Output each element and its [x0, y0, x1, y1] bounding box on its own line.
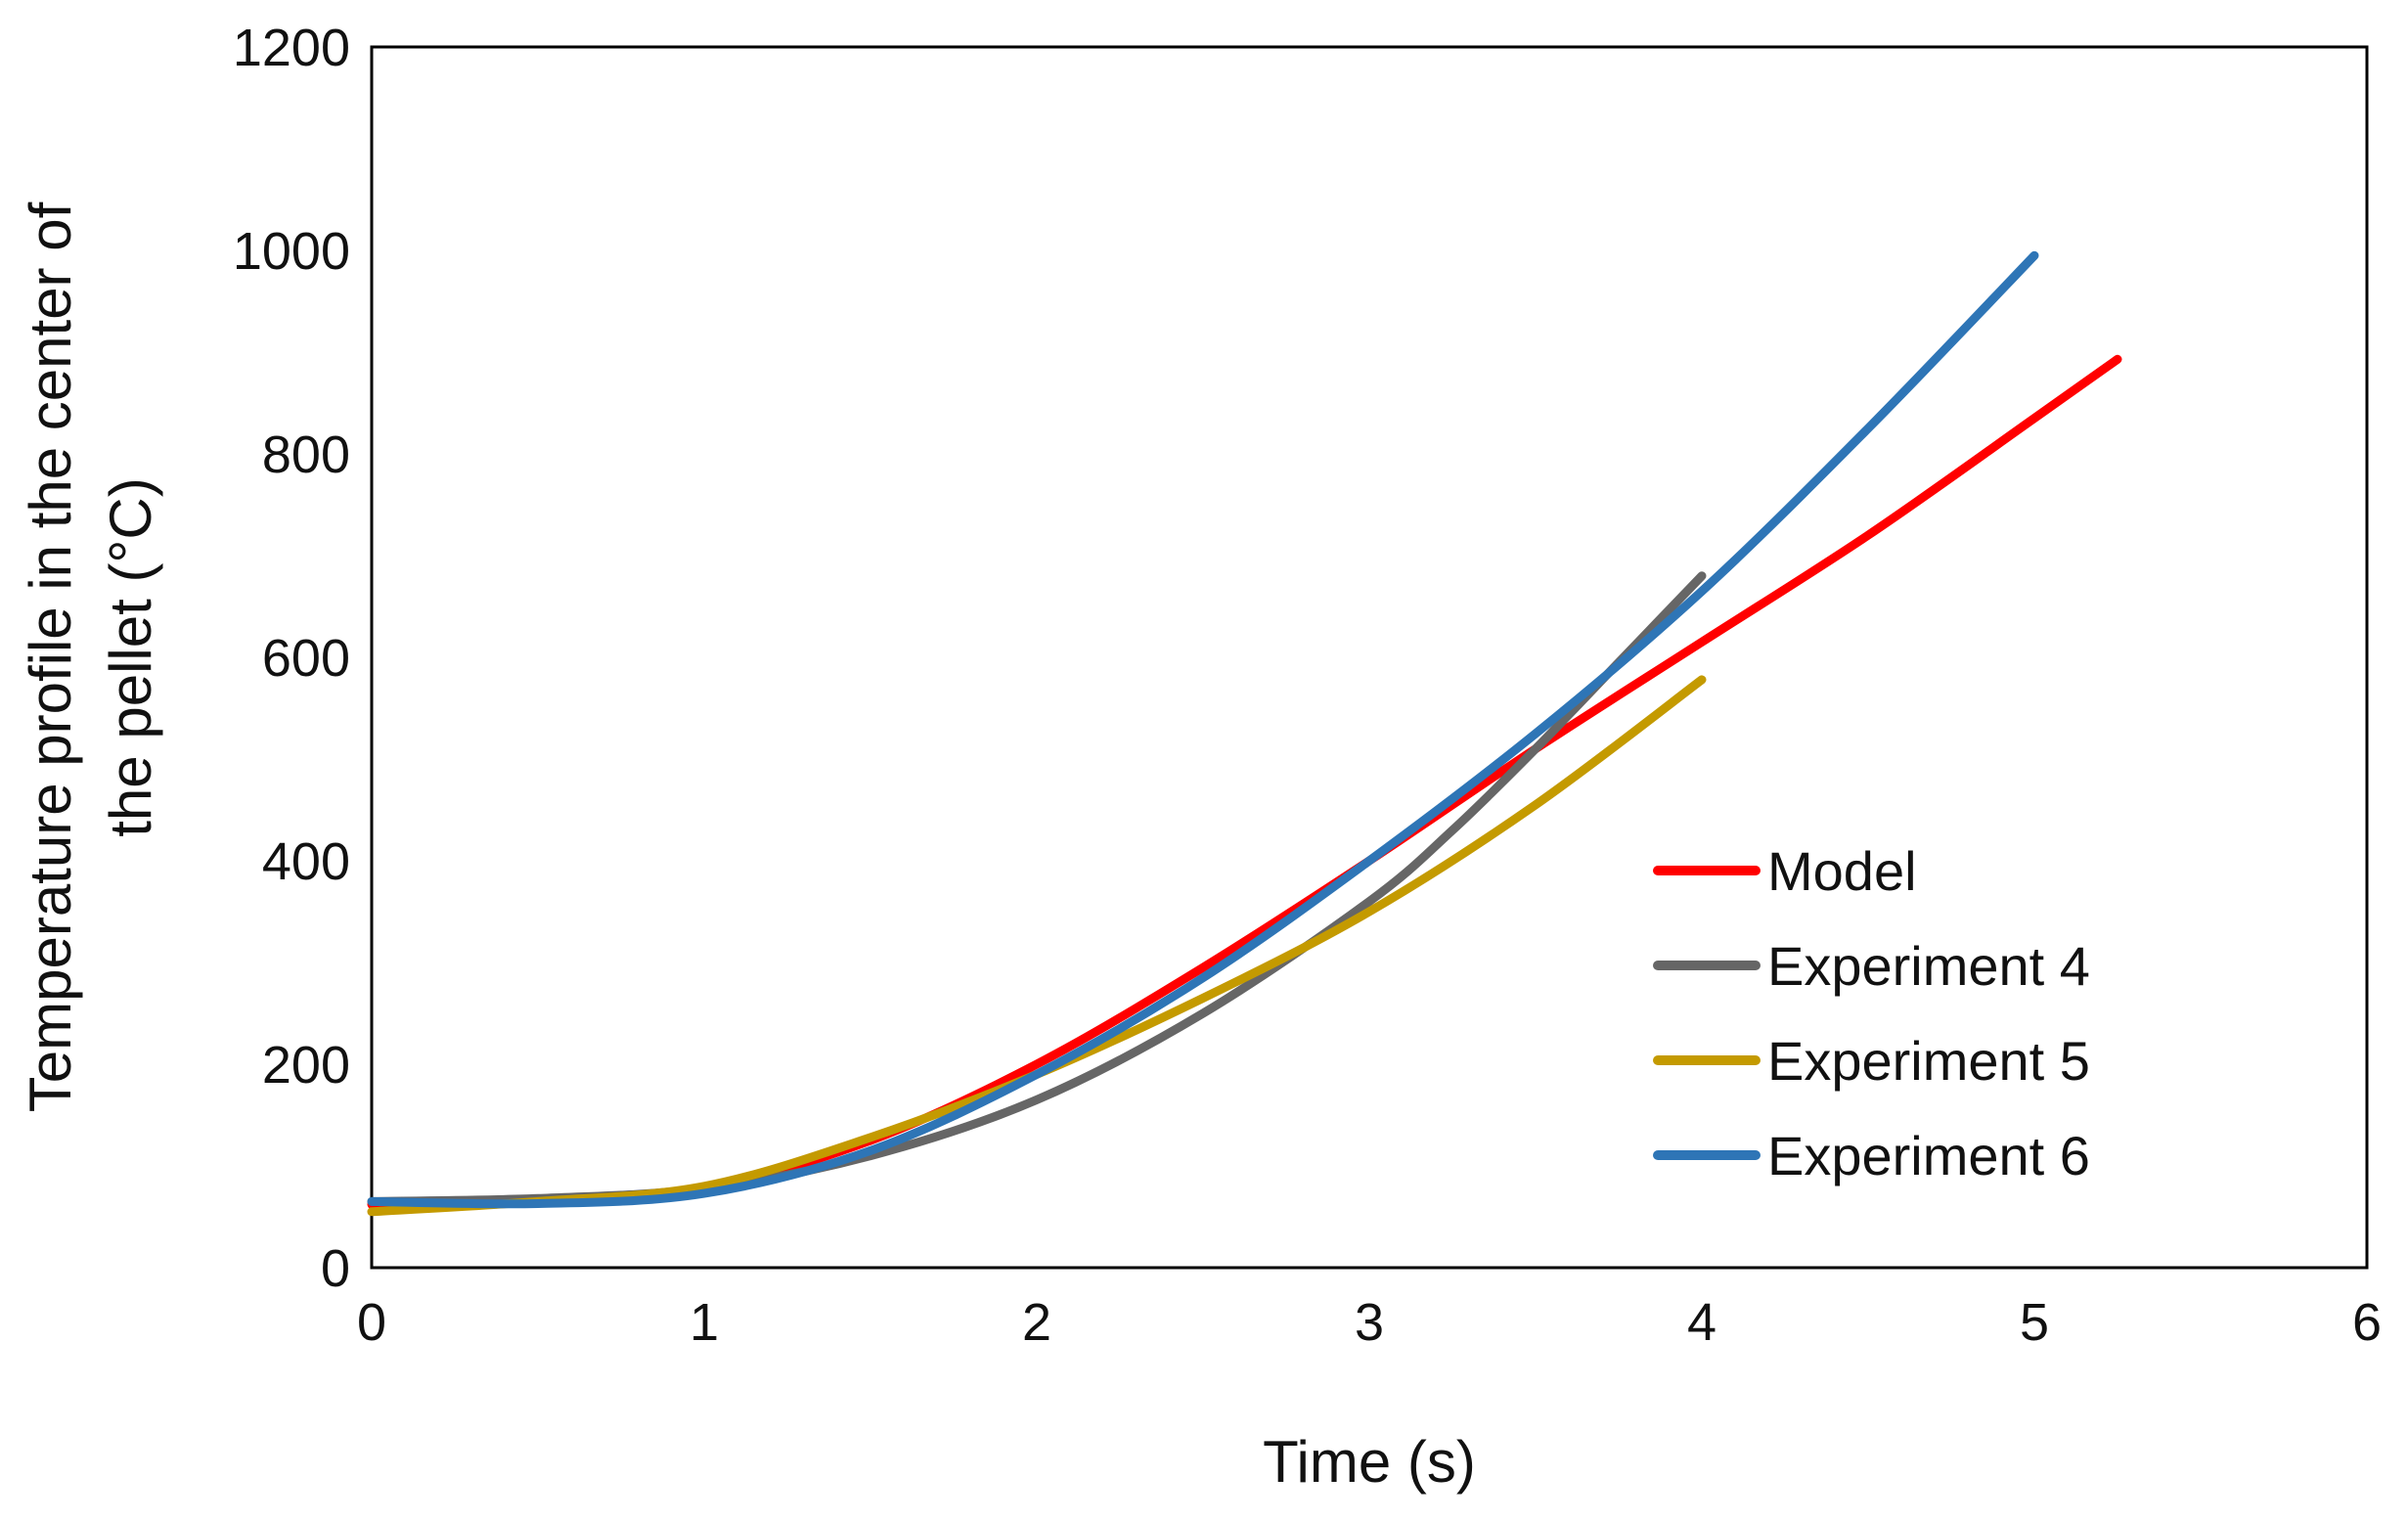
legend-label-experiment-5: Experiment 5 [1767, 1030, 2090, 1092]
x-tick-label: 0 [357, 1293, 386, 1352]
y-axis-title: Temperature profile in the center of the… [18, 201, 163, 1112]
series-lines [367, 250, 2122, 1217]
series-line-experiment-6 [367, 250, 2039, 1209]
y-tick-labels: 0 200 400 600 800 1000 1200 [233, 19, 350, 1298]
series-line-experiment-4 [367, 571, 1707, 1206]
legend-label-experiment-4: Experiment 4 [1767, 935, 2090, 997]
x-tick-label: 2 [1022, 1293, 1051, 1352]
y-axis-title-line-2: the pellet (°C) [98, 477, 163, 836]
y-tick-label: 1200 [233, 19, 350, 77]
x-tick-label: 6 [2352, 1293, 2382, 1352]
x-axis-title: Time (s) [1263, 1429, 1476, 1495]
y-tick-label: 0 [321, 1239, 350, 1298]
y-tick-label: 400 [262, 832, 350, 891]
x-tick-label: 5 [2020, 1293, 2049, 1352]
x-tick-labels: 0 1 2 3 4 5 6 [357, 1293, 2382, 1352]
y-axis-title-line-1: Temperature profile in the center of [18, 201, 83, 1112]
y-tick-label: 200 [262, 1036, 350, 1095]
y-tick-label: 600 [262, 629, 350, 688]
legend: Model Experiment 4 Experiment 5 Experiment … [1653, 840, 2090, 1186]
y-tick-label: 1000 [233, 222, 350, 281]
x-tick-label: 1 [690, 1293, 719, 1352]
legend-label-experiment-6: Experiment 6 [1767, 1125, 2090, 1186]
x-tick-label: 3 [1355, 1293, 1384, 1352]
legend-label-model: Model [1767, 840, 1917, 902]
plot-frame [370, 45, 2369, 1270]
x-tick-label: 4 [1687, 1293, 1717, 1352]
y-tick-label: 800 [262, 425, 350, 484]
